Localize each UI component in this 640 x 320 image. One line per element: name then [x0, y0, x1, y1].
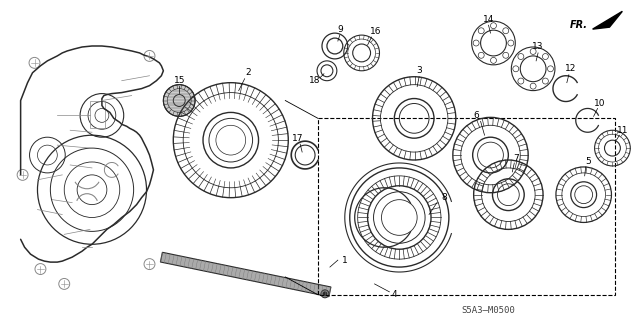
Text: 9: 9: [337, 25, 342, 34]
Text: 16: 16: [370, 27, 381, 36]
Text: 14: 14: [483, 15, 494, 24]
Circle shape: [321, 290, 329, 298]
Text: 5: 5: [585, 157, 591, 166]
Text: 1: 1: [342, 256, 348, 265]
Text: 13: 13: [532, 43, 544, 52]
Text: 18: 18: [309, 76, 321, 85]
Text: S5A3–M0500: S5A3–M0500: [461, 306, 515, 315]
Circle shape: [163, 85, 195, 116]
Text: FR.: FR.: [570, 20, 588, 30]
Bar: [318, 118, 616, 295]
Text: 7: 7: [513, 154, 519, 163]
Text: 10: 10: [594, 99, 605, 108]
Text: 17: 17: [292, 134, 304, 143]
Text: 11: 11: [616, 126, 628, 135]
Text: 8: 8: [441, 193, 447, 202]
Text: 6: 6: [474, 111, 479, 120]
Polygon shape: [593, 11, 622, 29]
Polygon shape: [161, 252, 331, 297]
Circle shape: [323, 292, 327, 296]
Text: 4: 4: [392, 290, 397, 299]
Text: 2: 2: [246, 68, 252, 77]
Text: 12: 12: [565, 64, 577, 73]
Bar: [90, 100, 105, 128]
Text: 3: 3: [416, 66, 422, 75]
Text: 15: 15: [173, 76, 185, 85]
